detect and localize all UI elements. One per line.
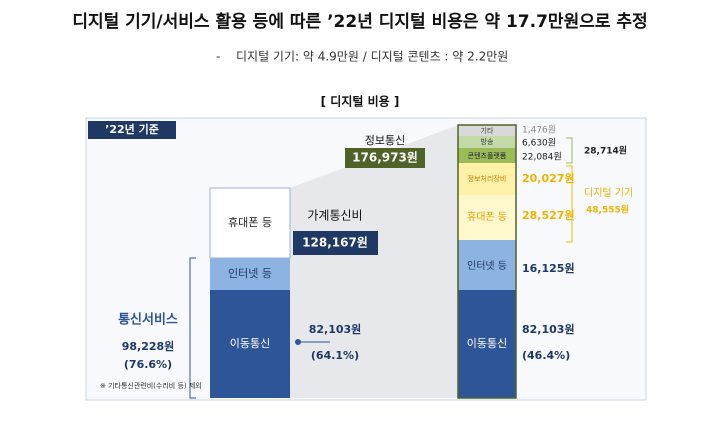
value: 82,103원 [522,322,575,336]
seg-mobile [458,290,516,398]
ict-label: 정보통신 [365,134,405,147]
ict-box [345,148,425,168]
note: ※ 기타통신관련비(수리비 등) 제외 [100,381,202,390]
connector [290,125,458,398]
content-total: 28,714원 [584,145,627,157]
value: (46.4%) [522,349,570,362]
subtitle: 디지털 기기: 약 4.9만원 / 디지털 콘텐츠 : 약 2.2만원 [236,49,508,64]
badge-bg [88,121,176,139]
seg-mobile [210,290,290,398]
seg-internet [210,258,290,290]
seg-label: 방송 [481,137,494,146]
seg-internet [458,240,516,290]
title: 디지털 기기/서비스 활용 등에 따른 ’22년 디지털 비용은 약 17.7만… [72,11,647,32]
service-share: (76.6%) [124,358,172,371]
service-amount: 98,228원 [122,339,175,353]
bracket [566,165,573,243]
bracket [566,137,573,164]
household-label: 가계통신비 [307,209,362,223]
seg-device [458,163,516,195]
seg-label: 이동통신 [467,337,507,350]
seg-label: 휴대폰 등 [228,216,272,229]
value: 22,084원 [522,152,562,163]
section-title: [ 디지털 비용 ] [321,94,400,109]
seg-label: 콘텐츠플랫폼 [468,151,507,160]
seg-phone [209,187,291,259]
seg-label: 기타 [481,126,494,135]
seg-phone [458,195,516,240]
bar-outline [457,124,517,399]
value: 16,125원 [522,261,575,275]
device-total: 48,555원 [586,204,629,216]
seg-label: 인터넷 등 [228,267,272,280]
household-amount: 128,167원 [302,236,368,250]
ict-amount: 176,973원 [352,151,418,165]
mobile-share: (64.1%) [311,349,359,362]
household-box [293,231,378,255]
badge: ’22년 기준 [105,122,159,136]
value: 20,027원 [522,171,575,185]
seg-broadcast [458,136,516,148]
seg-label: 휴대폰 등 [467,211,507,223]
seg-other [458,125,516,136]
seg-content [458,148,516,163]
bracket [189,257,196,399]
bullet: - [216,50,220,64]
device-label: 디지털 기기 [584,187,633,199]
value: 28,527원 [522,208,575,222]
seg-label: 인터넷 등 [467,260,507,272]
seg-label: 이동통신 [230,337,270,350]
service-label: 통신서비스 [118,313,178,328]
mobile-amount: 82,103원 [309,322,362,336]
seg-label: 정보처리장비 [468,174,507,183]
value: 6,630원 [522,138,556,149]
value: 1,476원 [522,125,556,136]
